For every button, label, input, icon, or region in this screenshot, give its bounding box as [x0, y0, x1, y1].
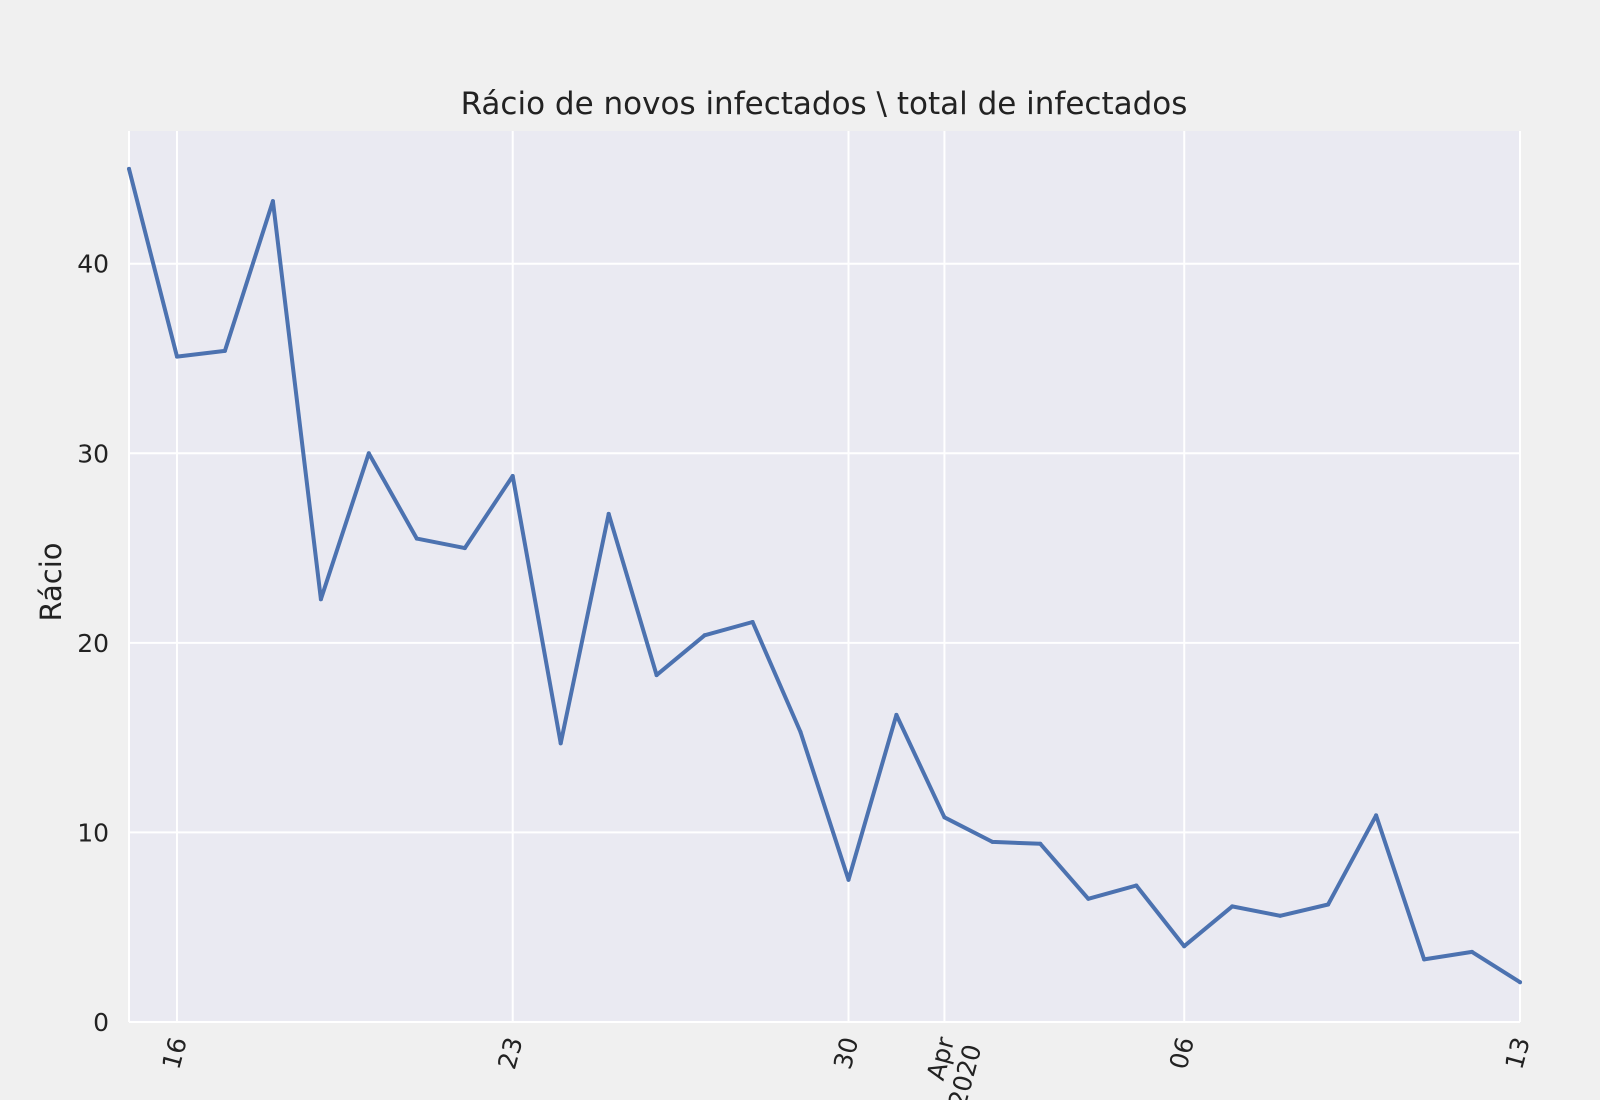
x-tick-label-line: 30 [828, 1034, 864, 1072]
plot-area [129, 131, 1520, 1022]
x-tick-label-line: 16 [157, 1034, 193, 1072]
data-point [1422, 957, 1427, 962]
y-tick-label: 10 [77, 818, 109, 847]
data-point [318, 597, 323, 602]
x-tick-label: 16 [157, 1034, 193, 1072]
data-point [702, 633, 707, 638]
data-point [1326, 902, 1331, 907]
y-tick-label: 30 [77, 439, 109, 468]
data-point [558, 741, 563, 746]
data-point [127, 166, 131, 171]
data-point [366, 451, 371, 456]
chart-title: Rácio de novos infectados \ total de inf… [461, 86, 1188, 122]
data-point [990, 839, 995, 844]
data-point [942, 815, 947, 820]
data-point [1518, 980, 1522, 985]
data-point [1230, 904, 1235, 909]
data-point [414, 536, 419, 541]
data-point [462, 546, 467, 551]
series-layer [127, 166, 1522, 985]
data-point [1470, 949, 1474, 954]
x-tick-label-line: 06 [1164, 1034, 1200, 1072]
y-tick-label: 20 [77, 629, 109, 658]
y-tick-label: 0 [93, 1008, 109, 1037]
data-point [894, 712, 899, 717]
data-point [1134, 883, 1139, 888]
x-tick-label: 23 [492, 1034, 528, 1072]
data-point [606, 511, 611, 516]
data-point [798, 730, 803, 734]
data-point [1182, 944, 1187, 949]
x-tick-label-line: 13 [1500, 1034, 1536, 1072]
x-tick-label-line: 23 [492, 1034, 528, 1072]
data-point [270, 199, 275, 204]
x-tick-label: 06 [1164, 1034, 1200, 1072]
x-tick-label: 13 [1500, 1034, 1536, 1072]
data-point [1086, 896, 1091, 901]
data-point [1278, 913, 1283, 918]
data-point [1374, 813, 1379, 818]
gridlines [128, 131, 1521, 1023]
data-point [1038, 841, 1043, 846]
y-axis-label: Rácio [34, 542, 68, 621]
data-point [510, 474, 515, 478]
data-point [654, 673, 659, 678]
data-point [175, 354, 179, 359]
data-point [222, 348, 227, 353]
x-tick-label: 30 [828, 1034, 864, 1072]
y-tick-label: 40 [77, 250, 109, 279]
data-point [846, 877, 851, 882]
y-axis: 0 10 20 30 40 [77, 250, 109, 1037]
series-line [127, 166, 1522, 985]
data-point [750, 620, 755, 624]
